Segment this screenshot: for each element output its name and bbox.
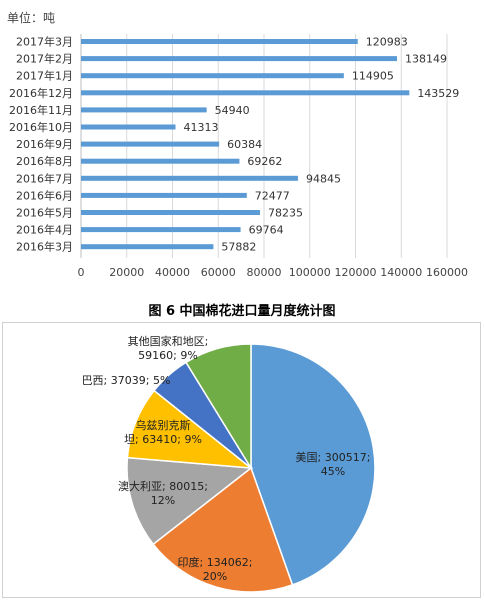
- bar: [81, 227, 241, 233]
- category-label: 2016年11月: [9, 103, 73, 117]
- bar-value-label: 114905: [352, 70, 394, 83]
- pie-slice-label: 印度; 134062;: [178, 555, 253, 569]
- bar-value-label: 60384: [227, 138, 262, 151]
- pie-chart: 美国; 300517;45% 印度; 134062;20% 澳大利亚; 80015;…: [82, 334, 376, 593]
- category-label: 2017年2月: [16, 52, 73, 66]
- category-label: 2016年4月: [16, 223, 73, 237]
- bar: [81, 141, 220, 147]
- category-label: 2016年7月: [16, 171, 73, 185]
- x-tick-label: 140000: [380, 266, 422, 279]
- bar-value-label: 69764: [249, 224, 284, 237]
- unit-label: 单位：吨: [7, 10, 55, 25]
- bar: [81, 210, 260, 215]
- bar-chart: 单位：吨 2017年3月 2017年2月 2017年1月 2016年12月 2016年1…: [7, 10, 468, 279]
- bar-value-label: 72477: [255, 189, 290, 202]
- pie-slice-label: 其他国家和地区;: [128, 334, 209, 348]
- pie-slice-label: 12%: [151, 494, 175, 507]
- bar: [81, 244, 214, 250]
- bar-value-label: 54940: [215, 104, 250, 117]
- category-label: 2017年1月: [16, 69, 73, 83]
- pie-slice-label: 坦; 63410; 9%: [124, 432, 202, 446]
- bar-value-label: 41313: [184, 121, 219, 134]
- bar-value-label: 94845: [306, 172, 341, 185]
- bar-value-label: 78235: [268, 207, 303, 220]
- category-label: 2016年3月: [16, 240, 73, 254]
- pie-slice: [152, 466, 294, 593]
- pie-slice-label: 乌兹别克斯: [136, 418, 191, 432]
- x-tick-label: 60000: [201, 266, 236, 279]
- pie-slice-label: 巴西; 37039; 5%: [82, 374, 171, 387]
- bar: [81, 107, 207, 113]
- bar: [81, 124, 176, 130]
- category-label: 2016年12月: [9, 86, 73, 100]
- pie-slice-label: 美国; 300517;: [296, 451, 371, 464]
- pie-slice: [185, 343, 252, 471]
- category-label: 2016年8月: [16, 154, 73, 168]
- x-tick-label: 120000: [335, 266, 377, 279]
- pie-slice-label: 澳大利亚; 80015;: [118, 479, 208, 493]
- bar-value-label: 69262: [247, 155, 282, 168]
- x-tick-label: 160000: [426, 266, 468, 279]
- x-tick-label: 0: [78, 266, 85, 279]
- x-tick-label: 40000: [155, 266, 190, 279]
- bar: [81, 175, 298, 181]
- pie-slice: [250, 343, 376, 586]
- pie-slice-label: 20%: [203, 570, 227, 583]
- pie-slice-label: 45%: [321, 465, 345, 478]
- bar-value-label: 120983: [366, 36, 408, 49]
- x-tick-label: 100000: [289, 266, 331, 279]
- x-tick-label: 80000: [247, 266, 282, 279]
- bar-value-label: 143529: [417, 87, 459, 100]
- bar: [81, 192, 247, 198]
- category-label: 2016年5月: [16, 206, 73, 220]
- category-label: 2017年3月: [16, 35, 73, 49]
- bar: [81, 56, 398, 62]
- bar: [81, 158, 240, 164]
- pie-chart-frame: 美国; 300517; 45% 印度; 134062; 20% 澳大利亚; 80015;…: [2, 322, 481, 598]
- bar: [81, 39, 358, 44]
- pie-slice: [126, 456, 253, 546]
- bar: [81, 90, 410, 96]
- pie-slice-label: 59160; 9%: [138, 349, 198, 362]
- bar-value-label: 57882: [221, 241, 256, 254]
- x-tick-label: 20000: [109, 266, 144, 279]
- category-label: 2016年9月: [16, 137, 73, 151]
- bar: [81, 73, 344, 79]
- category-label: 2016年10月: [9, 120, 73, 134]
- category-label: 2016年6月: [16, 188, 73, 202]
- bar-value-label: 138149: [405, 53, 447, 66]
- figure-caption: 图 6 中国棉花进口量月度统计图: [148, 304, 336, 319]
